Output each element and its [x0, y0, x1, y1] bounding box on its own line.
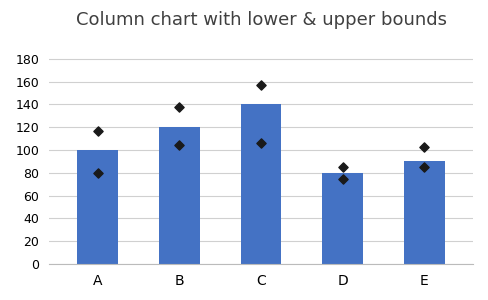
Bar — [241, 104, 282, 264]
Point — [176, 143, 183, 148]
Bar — [404, 161, 445, 264]
Point — [421, 165, 428, 170]
Point — [339, 176, 346, 181]
Bar — [159, 127, 200, 264]
Point — [176, 104, 183, 109]
Bar — [78, 150, 118, 264]
Point — [339, 165, 346, 170]
Point — [421, 144, 428, 149]
Point — [94, 128, 102, 133]
Point — [257, 82, 265, 87]
Bar — [322, 173, 363, 264]
Point — [94, 170, 102, 175]
Title: Column chart with lower & upper bounds: Column chart with lower & upper bounds — [76, 11, 447, 29]
Point — [257, 141, 265, 146]
